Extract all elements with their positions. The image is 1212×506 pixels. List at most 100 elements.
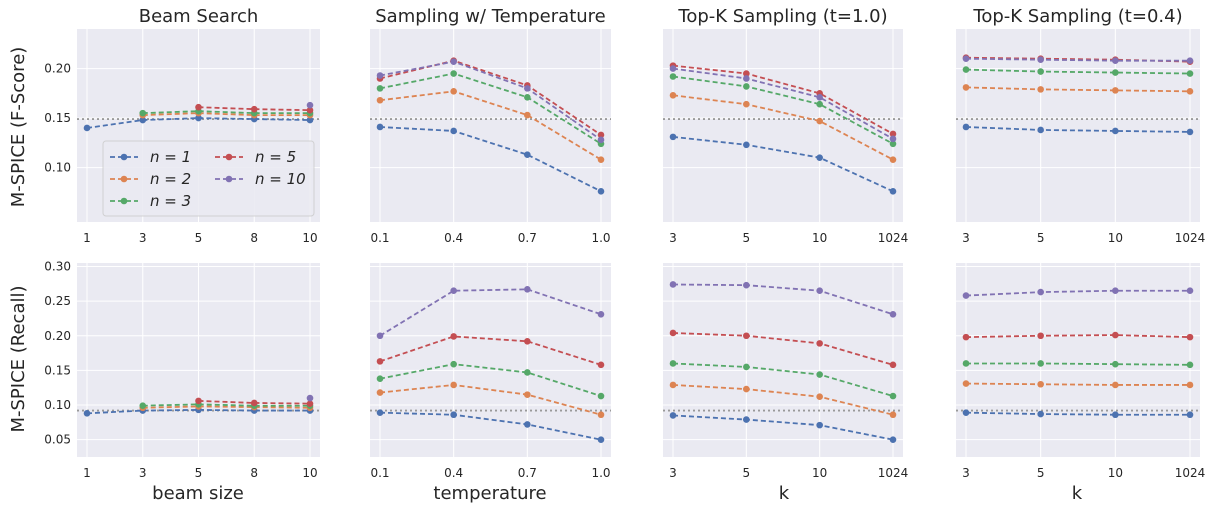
series-line-n3 xyxy=(142,110,310,115)
y-tick-label: 0.25 xyxy=(44,294,71,308)
x-tick-label: 1 xyxy=(83,231,91,245)
data-point-n3 xyxy=(524,369,531,376)
panel-title: Top-K Sampling (t=0.4) xyxy=(972,6,1182,27)
y-tick-label: 0.30 xyxy=(44,259,71,273)
x-tick-label: 10 xyxy=(302,231,317,245)
data-point-n10 xyxy=(962,55,970,62)
data-point-n1 xyxy=(743,141,750,149)
series-line-n10 xyxy=(379,288,602,337)
col-xlabel-2: temperature xyxy=(433,483,546,504)
data-point-n10 xyxy=(743,75,750,82)
data-point-n2 xyxy=(669,381,677,389)
data-point-n3 xyxy=(1037,360,1044,367)
series-line-n2 xyxy=(142,405,311,409)
series-line-n3 xyxy=(672,75,894,145)
series-line-n5 xyxy=(379,59,602,136)
data-point-n2 xyxy=(743,100,750,108)
data-point-n3 xyxy=(816,100,823,108)
data-point-n1 xyxy=(1037,126,1044,134)
data-point-n10 xyxy=(1037,56,1044,63)
series-line-n2 xyxy=(672,94,894,161)
x-tick-label: 0.1 xyxy=(370,231,389,245)
series-line-n3 xyxy=(379,363,602,397)
x-tick-label: 3 xyxy=(669,231,677,245)
data-point-n10 xyxy=(816,93,823,101)
data-point-n1 xyxy=(450,127,457,135)
x-tick-label: 3 xyxy=(962,231,970,245)
data-point-n3 xyxy=(889,140,897,148)
legend-label-n5: n = 5 xyxy=(255,148,296,166)
data-point-n5 xyxy=(450,333,457,340)
data-point-n3 xyxy=(743,363,750,371)
data-point-n2 xyxy=(1186,381,1194,389)
data-point-n2 xyxy=(816,393,823,401)
data-point-n3 xyxy=(376,375,384,383)
data-point-n1 xyxy=(669,412,677,419)
panel-background xyxy=(370,263,611,457)
data-point-n1 xyxy=(524,151,531,158)
data-point-n5 xyxy=(306,106,314,114)
data-point-n10 xyxy=(889,135,897,143)
panel-4: 3 5 10 1024 Top-K Sampling (t=0.4) xyxy=(956,6,1205,245)
x-tick-label: 5 xyxy=(1037,231,1045,245)
x-tick-label: 1024 xyxy=(1175,466,1206,480)
data-point-n3 xyxy=(962,66,970,73)
data-point-n10 xyxy=(306,394,314,402)
data-point-n10 xyxy=(376,332,384,340)
data-point-n2 xyxy=(597,411,605,419)
x-tick-label: 10 xyxy=(812,231,827,245)
data-point-n2 xyxy=(450,381,457,389)
y-tick-label: 0.05 xyxy=(44,433,71,447)
data-point-n2 xyxy=(669,92,677,99)
data-point-n10 xyxy=(450,287,457,295)
data-point-n3 xyxy=(450,70,457,77)
series-line-n2 xyxy=(965,382,1190,386)
data-point-n5 xyxy=(597,131,605,139)
data-point-n10 xyxy=(743,281,750,289)
col-xlabel-3: k xyxy=(779,483,790,504)
series-line-n5 xyxy=(198,106,311,112)
data-point-n3 xyxy=(816,371,823,378)
data-point-n2 xyxy=(597,156,605,163)
y-tick-label: 0.15 xyxy=(44,363,71,377)
data-point-n1 xyxy=(743,416,750,423)
series-line-n10 xyxy=(672,67,894,140)
data-point-n1 xyxy=(1186,128,1194,136)
data-point-n10 xyxy=(1037,288,1044,296)
x-tick-label: 8 xyxy=(250,466,258,480)
data-point-n10 xyxy=(450,58,457,65)
x-tick-label: 5 xyxy=(743,231,751,245)
data-point-n2 xyxy=(1037,380,1044,388)
panel-background xyxy=(663,263,903,457)
data-point-n3 xyxy=(1112,360,1119,368)
panel-title: Top-K Sampling (t=1.0) xyxy=(677,6,887,27)
data-point-n10 xyxy=(1186,57,1194,64)
legend-label-n3: n = 3 xyxy=(150,192,191,210)
panel-6: 0.1 0.4 0.7 1.0 xyxy=(370,263,611,480)
x-tick-label: 0.7 xyxy=(518,231,537,245)
series-line-n5 xyxy=(672,64,894,135)
legend-label-n1: n = 1 xyxy=(150,148,191,166)
data-point-n5 xyxy=(306,400,314,407)
data-point-n1 xyxy=(376,409,384,416)
x-tick-label: 1024 xyxy=(1175,231,1206,245)
x-tick-label: 3 xyxy=(139,231,147,245)
data-point-n10 xyxy=(816,287,823,295)
data-point-n1 xyxy=(889,436,897,443)
series-line-n10 xyxy=(965,289,1190,297)
x-tick-label: 0.1 xyxy=(370,466,389,480)
data-point-n2 xyxy=(962,380,970,387)
series-line-n2 xyxy=(379,384,602,416)
x-tick-label: 10 xyxy=(1108,231,1123,245)
legend-box xyxy=(102,140,315,217)
data-point-n2 xyxy=(962,84,970,91)
data-point-n2 xyxy=(816,117,823,125)
legend-label-n2: n = 2 xyxy=(150,170,191,188)
x-tick-label: 0.4 xyxy=(444,231,463,245)
series-line-n2 xyxy=(965,86,1191,93)
data-point-n1 xyxy=(597,188,605,195)
data-point-n5 xyxy=(597,361,605,369)
data-point-n10 xyxy=(669,281,677,288)
